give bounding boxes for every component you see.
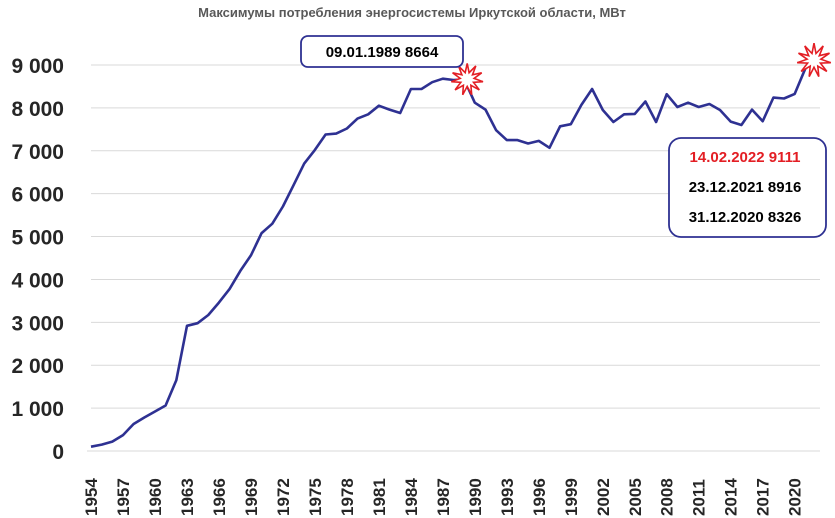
- x-tick-label: 1960: [146, 478, 165, 516]
- peak-marker-1989: [451, 63, 484, 96]
- y-tick-label: 0: [52, 441, 64, 464]
- annotation-recent: 14.02.2022 9111 23.12.2021 8916 31.12.20…: [668, 137, 827, 238]
- x-tick-label: 2008: [658, 478, 677, 516]
- x-tick-label: 1978: [338, 478, 357, 516]
- x-axis-ticks: 1954 1957 1960 1963 1966 1969 1972 1975 1978 1981…: [82, 478, 805, 516]
- annotation-1989-text: 09.01.1989 8664: [326, 44, 439, 61]
- x-tick-label: 1966: [210, 478, 229, 516]
- y-tick-label: 7 000: [11, 141, 64, 164]
- annotation-2021-text: 23.12.2021 8916: [689, 179, 802, 196]
- x-tick-label: 1984: [402, 478, 421, 516]
- x-tick-label: 1993: [498, 478, 517, 516]
- y-tick-label: 2 000: [11, 355, 64, 378]
- x-tick-label: 2017: [754, 478, 773, 516]
- annotation-2022-text: 14.02.2022 9111: [690, 149, 801, 166]
- x-tick-label: 1957: [114, 478, 133, 516]
- x-tick-label: 2014: [722, 478, 741, 516]
- y-tick-label: 9 000: [11, 55, 64, 78]
- y-tick-label: 1 000: [11, 398, 64, 421]
- annotation-recent-box: [668, 137, 827, 238]
- x-tick-label: 1954: [82, 478, 101, 516]
- chart-title: Максимумы потребления энергосистемы Ирку…: [198, 5, 626, 20]
- y-axis-ticks: 0 1 000 2 000 3 000 4 000 5 000 6 000 7 000 8 00…: [11, 55, 64, 464]
- x-tick-label: 2011: [690, 479, 709, 516]
- x-tick-label: 1975: [306, 478, 325, 516]
- annotation-1989: 09.01.1989 8664: [300, 35, 464, 68]
- y-tick-label: 8 000: [11, 98, 64, 121]
- x-tick-label: 1981: [370, 478, 389, 516]
- x-tick-label: 1969: [242, 478, 261, 516]
- x-tick-label: 1987: [434, 478, 453, 516]
- x-tick-label: 2005: [626, 478, 645, 516]
- y-tick-label: 4 000: [11, 269, 64, 292]
- x-tick-label: 1963: [178, 478, 197, 516]
- annotation-1989-box: [300, 35, 464, 68]
- x-tick-label: 1972: [274, 478, 293, 516]
- x-tick-label: 1996: [530, 478, 549, 516]
- annotation-2020-text: 31.12.2020 8326: [689, 209, 802, 226]
- x-tick-label: 1990: [466, 478, 485, 516]
- y-tick-label: 5 000: [11, 227, 64, 250]
- peak-marker-2022: [796, 43, 832, 77]
- x-tick-label: 2002: [594, 478, 613, 516]
- y-tick-label: 6 000: [11, 184, 64, 207]
- y-tick-label: 3 000: [11, 312, 64, 335]
- series-line: [90, 59, 817, 448]
- x-tick-label: 1999: [562, 478, 581, 516]
- x-tick-label: 2020: [786, 478, 805, 516]
